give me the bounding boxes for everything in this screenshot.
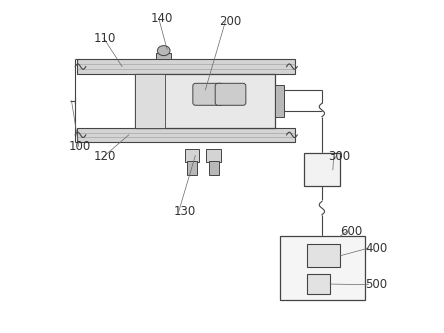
Bar <box>156 53 171 59</box>
Bar <box>187 161 197 175</box>
Bar <box>206 149 221 162</box>
Bar <box>77 128 295 142</box>
Text: 130: 130 <box>174 205 196 218</box>
Text: 110: 110 <box>94 32 116 45</box>
Bar <box>77 59 295 74</box>
Bar <box>304 153 340 186</box>
Bar <box>135 74 275 128</box>
FancyBboxPatch shape <box>215 83 246 105</box>
Text: 600: 600 <box>340 225 362 238</box>
Bar <box>185 149 199 162</box>
Bar <box>280 236 365 300</box>
Text: 300: 300 <box>329 150 351 163</box>
Bar <box>275 85 284 117</box>
Text: 140: 140 <box>151 12 173 25</box>
Bar <box>209 161 218 175</box>
Text: 200: 200 <box>218 15 241 28</box>
Text: 100: 100 <box>69 140 91 153</box>
Text: 120: 120 <box>94 150 116 163</box>
Text: 500: 500 <box>365 278 387 291</box>
Bar <box>307 274 330 294</box>
Bar <box>307 244 340 267</box>
Bar <box>135 74 165 128</box>
FancyBboxPatch shape <box>193 83 223 105</box>
Text: 400: 400 <box>365 241 388 255</box>
Ellipse shape <box>157 46 170 56</box>
